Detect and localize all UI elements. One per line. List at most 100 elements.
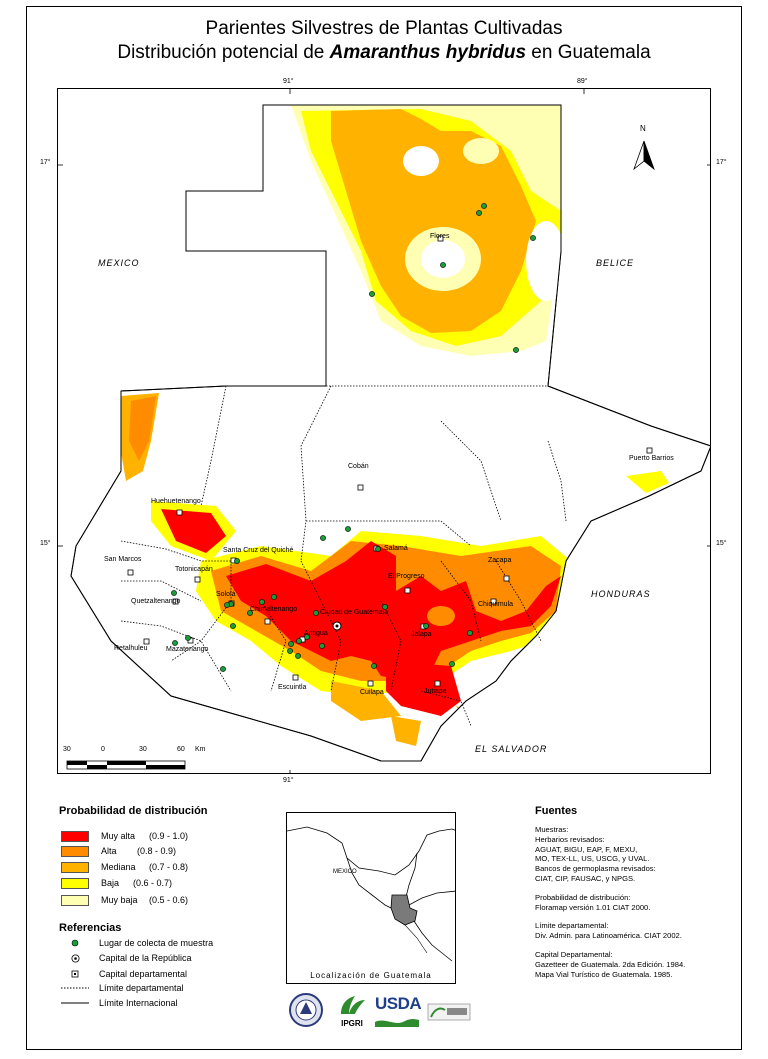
university-seal-logo [288, 992, 324, 1028]
collection-points [171, 203, 536, 672]
legend-swatch [61, 877, 89, 889]
legend-range: (0.5 - 0.6) [149, 895, 189, 905]
peten-medium [331, 109, 536, 333]
scale-label-60: 60 [177, 746, 185, 753]
peten-flores-center [421, 240, 465, 278]
place-label-progreso: El Progreso [388, 573, 425, 580]
reference-label: Lugar de colecta de muestra [99, 938, 214, 948]
scale-bar [66, 760, 186, 770]
legend-label: Baja [101, 878, 120, 888]
legend-range: (0.7 - 0.8) [149, 862, 189, 872]
lat-label-upper-left: 17° [40, 159, 51, 166]
place-label-san-marcos: San Marcos [104, 556, 142, 563]
reference-limite-internacional: Límite Internacional [61, 997, 178, 1009]
legend-title: Probabilidad de distribución [59, 805, 208, 817]
lat-label-lower-left: 15° [40, 540, 51, 547]
lon-label-top-left: 91° [283, 78, 294, 85]
legend-swatch [61, 861, 89, 873]
usda-logo-text: USDA [375, 994, 422, 1013]
lon-label-top-right: 89° [577, 78, 588, 85]
sources-line: Bancos de germoplasma revisados: [535, 864, 656, 874]
sources-title: Fuentes [535, 805, 578, 817]
sources-line: Probabilidad de distribución: [535, 892, 631, 902]
capital-departamental-icon [61, 970, 89, 978]
place-label-jalapa: Jalapa [411, 631, 432, 638]
legend-range: (0.6 - 0.7) [133, 878, 173, 888]
inset-location-map: MEXICO Localización de Guatemala [286, 812, 456, 984]
country-label-el-salvador: EL SALVADOR [475, 744, 548, 754]
jutiapa-very-high [386, 661, 461, 716]
legend-swatch [61, 830, 89, 842]
inset-label-mexico: MEXICO [333, 869, 357, 875]
peten-gap-3 [526, 221, 566, 301]
legend-label: Muy alta [101, 831, 136, 841]
legend-item-high: Alta (0.8 - 0.9) [61, 845, 176, 857]
inset-caption: Localización de Guatemala [310, 971, 432, 980]
peten-gap-2 [463, 138, 499, 164]
references-title: Referencias [59, 922, 122, 934]
map-title-line1: Parientes Silvestres de Plantas Cultivad… [205, 18, 563, 39]
lat-label-upper-right: 17° [716, 159, 727, 166]
international-boundary [70, 104, 710, 762]
sources-line: Floramap versión 1.01 CIAT 2000. [535, 902, 651, 912]
legend-item-low: Baja (0.6 - 0.7) [61, 877, 172, 889]
place-label-antigua: Antigua [304, 630, 328, 637]
place-label-puerto-barrios: Puerto Barrios [629, 455, 674, 462]
place-label-escuintla: Escuintla [278, 684, 307, 691]
barrios-low [626, 471, 669, 493]
collection-point-icon [61, 939, 89, 947]
huehue-very-high [161, 509, 226, 553]
legend-item-very-high: Muy alta (0.9 - 1.0) [61, 830, 188, 842]
place-label-zacapa: Zacapa [488, 557, 512, 564]
country-label-mexico: MEXICO [98, 258, 140, 268]
place-label-coban: Cobán [348, 463, 369, 470]
legend-label: Mediana [101, 862, 136, 872]
sources-line: Herbarios revisados: [535, 834, 605, 844]
title-suffix: en Guatemala [531, 42, 651, 63]
reference-label: Capital departamental [99, 969, 188, 979]
nw-high [129, 396, 156, 461]
place-label-solola: Sololá [216, 591, 236, 598]
legend-range: (0.8 - 0.9) [137, 846, 177, 856]
place-label-huehuetenango: Huehuetenango [151, 498, 201, 505]
legend-item-medium: Mediana (0.7 - 0.8) [61, 861, 188, 873]
legend-label: Alta [101, 846, 117, 856]
map-title-line2: Distribución potencial de Amaranthus hyb… [26, 42, 742, 64]
sources-line: AGUAT, BIGU, EAP, F, MEXU, [535, 844, 638, 854]
probability-surface [119, 105, 669, 746]
capital-republica-icon [61, 954, 89, 963]
north-arrow-icon [633, 140, 655, 171]
sources-line: Muestras: [535, 825, 569, 834]
solid-line-icon [61, 1001, 89, 1005]
country-label-honduras: HONDURAS [591, 589, 651, 599]
reference-limite-departamental: Límite departamental [61, 982, 184, 994]
country-label-belice: BELICE [596, 258, 635, 268]
place-label-santa-cruz: Santa Cruz del Quiché [223, 547, 294, 554]
sources-line: Gazetteer de Guatemala. 2da Edición. 198… [535, 959, 686, 969]
ipgri-logo: IPGRI [335, 994, 369, 1028]
scale-label-30-left: 30 [63, 746, 71, 753]
lat-label-lower-right: 15° [716, 540, 727, 547]
legend-range: (0.9 - 1.0) [149, 831, 189, 841]
guatemala-map-svg [58, 89, 710, 773]
reference-capital-republica: Capital de la República [61, 952, 192, 964]
jalapa-hole [427, 606, 455, 626]
title-species: Amaranthus hybridus [329, 42, 527, 63]
sources-line: CIAT, CIP, FAUSAC, y NPGS. [535, 873, 636, 883]
legend-label: Muy baja [101, 895, 138, 905]
dotted-line-icon [61, 986, 89, 990]
reference-label: Límite Internacional [99, 998, 178, 1008]
place-label-salama: Salamá [384, 545, 408, 552]
legend-item-very-low: Muy baja (0.5 - 0.6) [61, 894, 188, 906]
reference-label: Capital de la República [99, 953, 192, 963]
scale-label-30: 30 [139, 746, 147, 753]
scale-label-0: 0 [101, 746, 105, 753]
south-medium [391, 716, 421, 746]
title-prefix: Distribución potencial de [117, 42, 325, 63]
place-label-quetzaltenango: Quetzaltenango [131, 598, 181, 605]
sources-line: Div. Admin. para Latinoamérica. CIAT 200… [535, 931, 682, 941]
reference-label: Límite departamental [99, 983, 184, 993]
sources-line: MO, TEX-LL, US, USCG, y UVAL. [535, 854, 650, 864]
place-label-chiquimula: Chiquimula [478, 601, 514, 608]
capital-republica [332, 621, 342, 631]
